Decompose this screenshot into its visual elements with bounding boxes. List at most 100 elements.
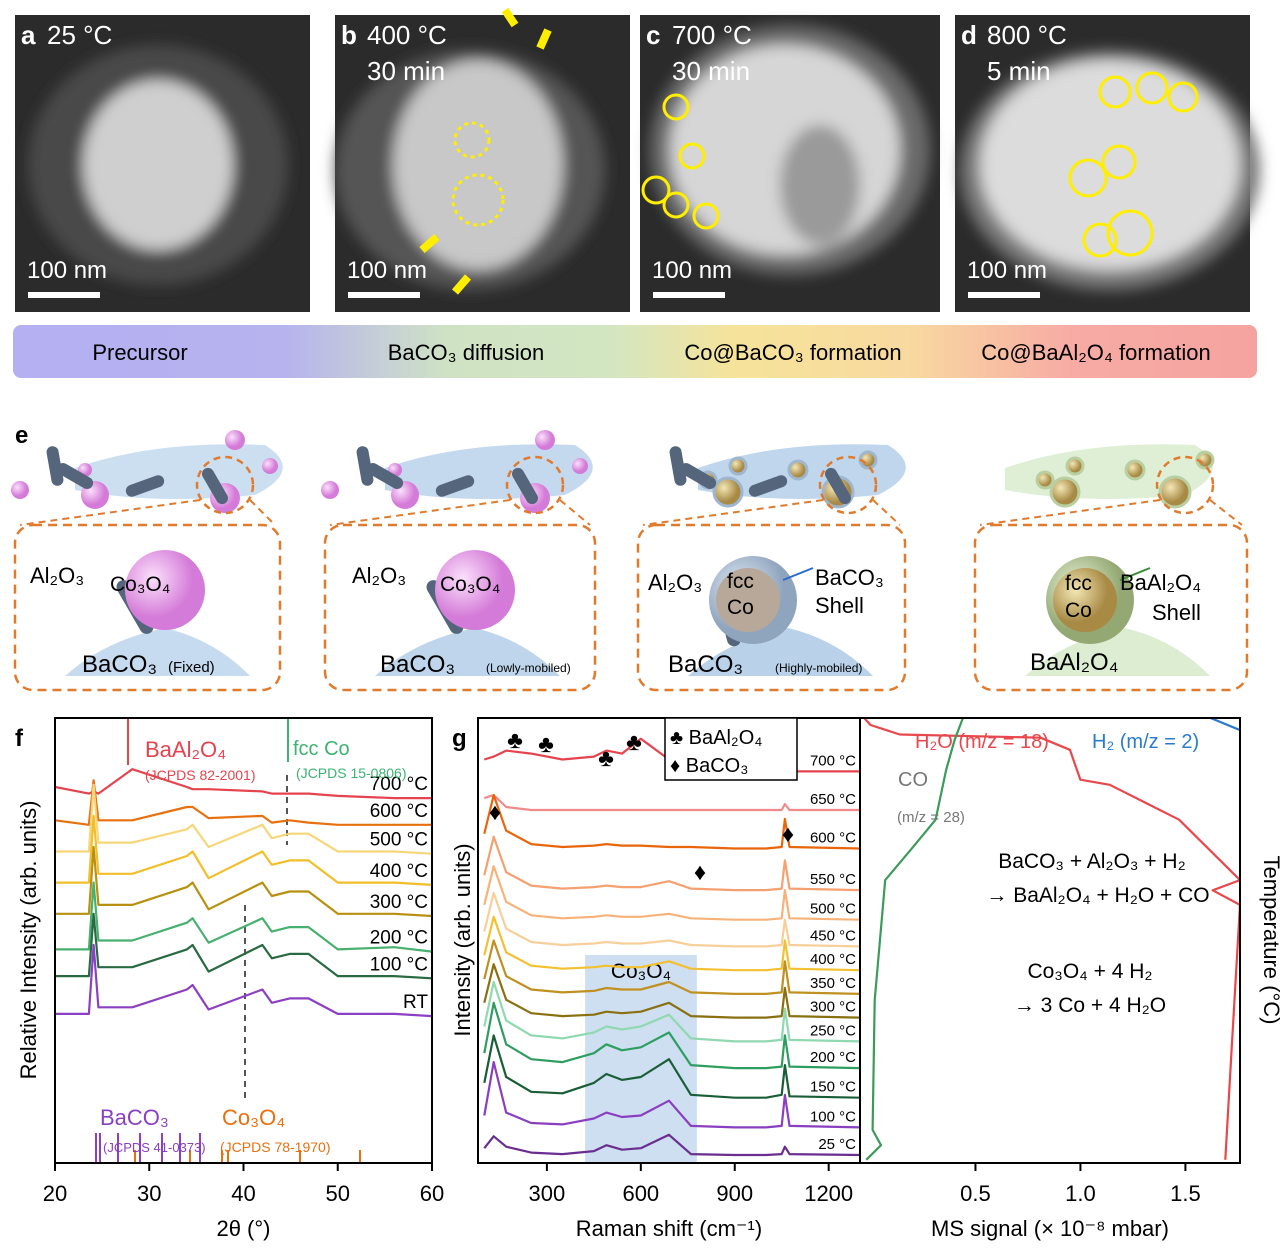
peak-symbol: ♣ <box>507 727 523 754</box>
schematic-label: BaCO₃ <box>668 651 743 678</box>
peak-symbol: ♣ <box>598 745 614 772</box>
temperature-label: 700 °C <box>672 20 752 50</box>
x-tick-label: 20 <box>43 1181 67 1206</box>
peak-symbol: ♣ <box>538 731 554 758</box>
annotation: → 3 Co + 4 H₂O <box>1014 994 1166 1017</box>
time-label: 30 min <box>367 56 445 86</box>
annotation: → BaAl₂O₄ + H₂O + CO <box>986 884 1209 907</box>
series-label: 300 °C <box>810 999 856 1016</box>
annotation: (JCPDS 78-1970) <box>220 1139 331 1155</box>
series-label: CO <box>898 769 928 791</box>
particle-shape <box>83 80 233 250</box>
series-label: 300 °C <box>370 892 428 913</box>
annotation: BaAl₂O₄ <box>145 737 226 762</box>
schematic-label: BaCO₃ <box>380 651 455 678</box>
stage-label: Precursor <box>92 340 187 365</box>
series-label: 400 °C <box>810 951 856 968</box>
co-particle <box>1067 458 1083 474</box>
series-line <box>484 795 860 848</box>
scale-bar-label: 100 nm <box>27 257 107 284</box>
figure-content: a25 °C100 nmb400 °C30 min100 nmc700 °C30… <box>11 10 1284 1241</box>
co3o4-particle <box>572 458 588 474</box>
co-particle <box>1160 477 1190 507</box>
schematic-label: Co₃O₄ <box>440 573 500 596</box>
x-axis-title: Raman shift (cm⁻¹) <box>576 1216 762 1241</box>
zoom-line <box>250 500 275 525</box>
series-label: 550 °C <box>810 871 856 888</box>
panel-letter: e <box>15 422 28 449</box>
series-label: 600 °C <box>370 801 428 822</box>
scale-bar <box>348 292 420 298</box>
annotation: (JCPDS 15-0806) <box>296 765 407 781</box>
schematic-label: Shell <box>1152 600 1201 625</box>
panel-letter: g <box>452 725 467 752</box>
temperature-label: 25 °C <box>47 20 112 50</box>
x-tick-label: 1.0 <box>1065 1181 1096 1206</box>
x-tick-label: 60 <box>420 1181 444 1206</box>
series-label: 650 °C <box>810 791 856 808</box>
annotation: (m/z = 28) <box>897 809 965 826</box>
scale-bar-label: 100 nm <box>967 257 1047 284</box>
particle-shape <box>393 60 563 270</box>
co3o4-particle <box>225 430 245 450</box>
stage-label: Co@BaAl₂O₄ formation <box>981 340 1210 365</box>
panel-letter: d <box>961 20 977 50</box>
annotation: Co₃O₄ <box>222 1105 285 1130</box>
schematic-label: (Highly-mobiled) <box>775 661 862 675</box>
schematic-label: BaAl₂O₄ <box>1030 649 1118 676</box>
series-label: H₂O (m/z = 18) <box>915 731 1049 753</box>
annotation: BaCO₃ <box>100 1105 169 1130</box>
series-label: 600 °C <box>810 830 856 847</box>
x-tick-label: 300 <box>529 1181 566 1206</box>
figure: a25 °C100 nmb400 °C30 min100 nmc700 °C30… <box>0 0 1288 1249</box>
series-label: RT <box>403 992 428 1013</box>
zoom-line <box>560 500 590 525</box>
series-label: 150 °C <box>810 1079 856 1096</box>
schematic-label: (Lowly-mobiled) <box>486 661 571 675</box>
schematic-label: fcc <box>727 570 754 593</box>
scale-bar <box>968 292 1040 298</box>
co-particle <box>730 458 746 474</box>
series-line <box>484 795 860 810</box>
series-label: 450 °C <box>810 927 856 944</box>
series-label: 500 °C <box>810 901 856 918</box>
x-axis-title: MS signal (× 10⁻⁸ mbar) <box>931 1216 1169 1241</box>
co-particle <box>714 478 742 506</box>
peak-symbol: ♦ <box>782 821 794 848</box>
co-particle <box>1126 461 1144 479</box>
co-particle <box>789 461 807 479</box>
series-label: 400 °C <box>370 861 428 882</box>
series-line <box>484 866 860 919</box>
series-label: 200 °C <box>370 928 428 949</box>
scale-bar <box>28 292 100 298</box>
particle-shape <box>780 125 860 245</box>
zoom-line <box>873 500 900 525</box>
co3o4-particle <box>11 481 29 499</box>
panel-letter: b <box>341 20 357 50</box>
series-label: H₂ (m/z = 2) <box>1092 731 1199 753</box>
legend-entry: ♣ BaAl₂O₄ <box>670 727 762 749</box>
stage-label: BaCO₃ diffusion <box>388 340 545 365</box>
annotation: (JCPDS 82-2001) <box>145 767 256 783</box>
schematic-label: (Fixed) <box>168 659 215 676</box>
stage-label: Co@BaCO₃ formation <box>684 340 901 365</box>
y-axis-title: Intensity (arb. units) <box>450 843 475 1036</box>
series-label: 100 °C <box>370 954 428 975</box>
zoom-line <box>20 500 200 525</box>
co3o4-particle <box>321 481 339 499</box>
schematic-label: BaCO₃ <box>815 565 884 590</box>
schematic-label: Al₂O₃ <box>648 570 702 595</box>
series-label: 350 °C <box>810 975 856 992</box>
annotation: BaCO₃ + Al₂O₃ + H₂ <box>998 850 1185 873</box>
schematic-label: Co <box>1065 599 1092 622</box>
scale-bar-label: 100 nm <box>652 257 732 284</box>
series-label: 25 °C <box>818 1136 856 1153</box>
x-axis-title: 2θ (°) <box>216 1216 270 1241</box>
schematic-label: Co <box>727 596 754 619</box>
schematic-label: Co₃O₄ <box>110 573 170 596</box>
legend-entry: ♦ BaCO₃ <box>670 755 748 777</box>
annotation: (JCPDS 41-0373) <box>103 1140 206 1155</box>
zoom-line <box>330 500 510 525</box>
x-tick-label: 600 <box>622 1181 659 1206</box>
time-label: 5 min <box>987 56 1051 86</box>
